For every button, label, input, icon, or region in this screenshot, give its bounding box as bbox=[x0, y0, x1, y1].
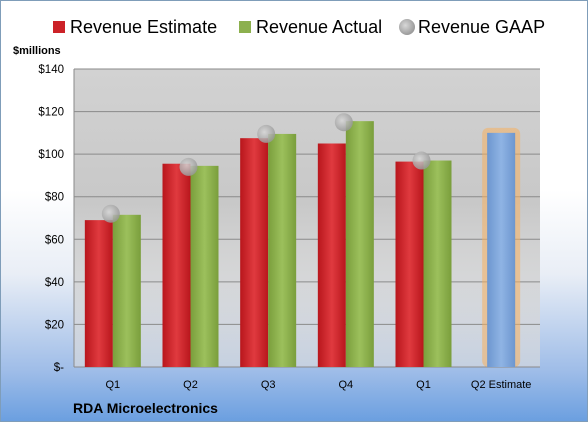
legend-swatch bbox=[53, 21, 65, 33]
y-tick-label: $60 bbox=[45, 234, 64, 246]
marker-revenue-gaap bbox=[412, 151, 431, 170]
bar-revenue-actual bbox=[190, 165, 219, 367]
x-tick-label: Q2 Estimate bbox=[471, 379, 532, 391]
company-name: RDA Microelectronics bbox=[73, 400, 218, 416]
x-tick-label: Q2 bbox=[183, 379, 198, 391]
marker-revenue-gaap bbox=[179, 157, 198, 176]
bar-revenue-estimate bbox=[162, 163, 191, 367]
y-tick-label: $20 bbox=[45, 319, 64, 331]
bars bbox=[84, 121, 521, 368]
y-tick-label: $- bbox=[54, 362, 64, 374]
y-tick-label: $120 bbox=[38, 107, 64, 119]
units-label: $millions bbox=[13, 45, 61, 57]
legend-swatch bbox=[239, 21, 251, 33]
legend-label: Revenue GAAP bbox=[418, 17, 545, 37]
bar-revenue-actual bbox=[268, 133, 297, 367]
bar-revenue-estimate bbox=[84, 220, 113, 367]
plot-area bbox=[74, 69, 540, 367]
x-tick-label: Q3 bbox=[261, 379, 276, 391]
y-tick-label: $40 bbox=[45, 277, 64, 289]
bar-revenue-estimate bbox=[317, 143, 346, 367]
x-tick-label: Q1 bbox=[416, 379, 431, 391]
bar-revenue-estimate bbox=[240, 138, 269, 367]
legend-label: Revenue Estimate bbox=[70, 17, 217, 37]
bar-revenue-actual bbox=[423, 160, 452, 367]
bar-q2-estimate bbox=[487, 132, 516, 367]
bar-revenue-actual bbox=[345, 121, 374, 368]
marker-revenue-gaap bbox=[101, 204, 120, 223]
legend-label: Revenue Actual bbox=[256, 17, 382, 37]
x-axis-labels: Q1 Q2 Q3 Q4 Q1 Q2 Estimate bbox=[105, 379, 531, 391]
legend-marker bbox=[399, 19, 415, 35]
bar-revenue-actual bbox=[112, 214, 141, 367]
y-tick-label: $80 bbox=[45, 192, 64, 204]
marker-revenue-gaap bbox=[334, 113, 353, 132]
y-tick-label: $140 bbox=[38, 64, 64, 76]
x-tick-label: Q1 bbox=[105, 379, 120, 391]
gridlines bbox=[73, 68, 540, 368]
legend: Revenue Estimate Revenue Actual Revenue GA… bbox=[53, 17, 545, 37]
gaap-markers bbox=[101, 113, 431, 223]
y-tick-label: $100 bbox=[38, 149, 64, 161]
bar-revenue-estimate bbox=[395, 161, 424, 367]
marker-revenue-gaap bbox=[257, 124, 276, 143]
x-tick-label: Q4 bbox=[338, 379, 353, 391]
y-axis-ticks: $- $20 $40 $60 $80 $100 $120 $140 bbox=[38, 64, 64, 374]
